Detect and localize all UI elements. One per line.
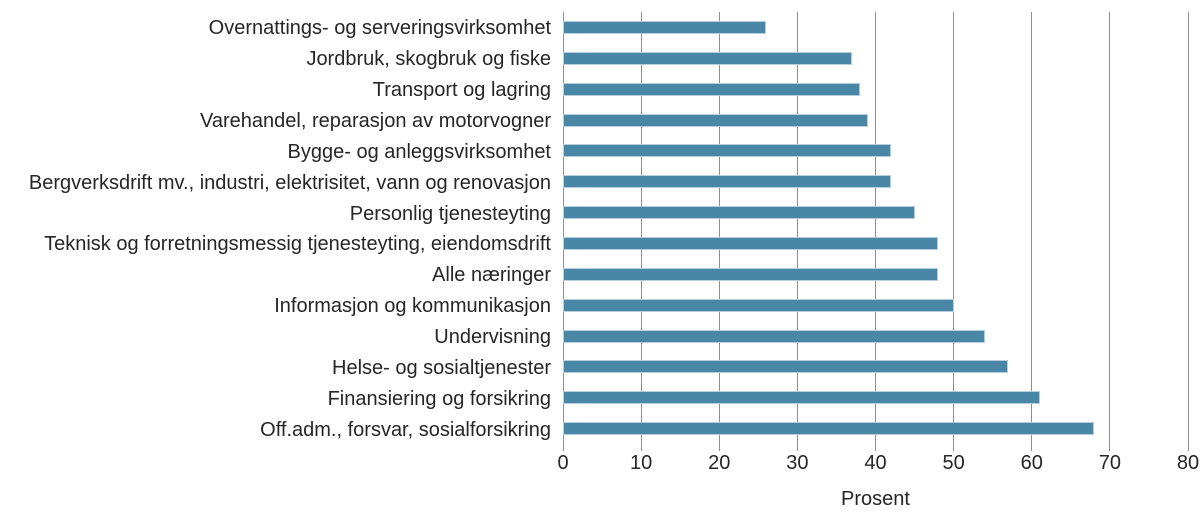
gridline [718, 12, 720, 444]
x-tick-label: 20 [708, 452, 731, 474]
x-tick-mark [1031, 444, 1033, 451]
category-label: Teknisk og forretningsmessig tjenesteyti… [44, 233, 551, 256]
category-label: Alle næringer [432, 264, 551, 287]
gridline [562, 12, 564, 444]
x-tick-mark [875, 444, 876, 451]
bar [563, 206, 915, 220]
category-label: Transport og lagring [372, 79, 551, 102]
category-label: Informasjon og kommunikasjon [274, 295, 551, 318]
category-label: Finansiering og forsikring [327, 387, 551, 410]
bar [563, 144, 892, 158]
category-label: Off.adm., forsvar, sosialforsikring [260, 418, 551, 441]
category-label: Jordbruk, skogbruk og fiske [306, 48, 551, 71]
category-label: Helse- og sosialtjenester [332, 356, 551, 379]
category-label: Bygge- og anleggsvirksomhet [287, 140, 551, 163]
bar [563, 329, 985, 343]
bar [563, 82, 860, 96]
x-tick-label: 30 [786, 452, 809, 474]
plot-area [562, 12, 1189, 444]
x-tick-label: 70 [1098, 452, 1121, 474]
x-tick-label: 80 [1176, 452, 1200, 474]
x-tick-label: 50 [942, 452, 965, 474]
bar [563, 360, 1009, 374]
x-tick-label: 60 [1020, 452, 1043, 474]
bar [563, 391, 1040, 405]
bar [563, 51, 853, 65]
bar [563, 175, 892, 189]
x-axis-title: Prosent [841, 488, 910, 510]
gridline [1031, 12, 1033, 444]
category-label: Personlig tjenesteyting [349, 202, 551, 225]
x-tick-mark [953, 444, 955, 451]
category-label: Overnattings- og serveringsvirksomhet [208, 17, 551, 40]
x-tick-label: 40 [864, 452, 887, 474]
gridline [796, 12, 798, 444]
bar [563, 113, 868, 127]
category-label: Bergverksdrift mv., industri, elektrisit… [28, 171, 551, 194]
x-tick-mark [562, 444, 564, 451]
category-label: Undervisning [434, 326, 551, 348]
x-tick-label: 10 [630, 452, 653, 474]
x-tick-label: 0 [557, 452, 569, 474]
gridline [1187, 12, 1189, 444]
x-tick-mark [1109, 444, 1111, 451]
x-tick-mark [1187, 444, 1189, 451]
gridline [953, 12, 955, 444]
gridline [640, 12, 642, 444]
bar [563, 267, 938, 281]
x-tick-mark [796, 444, 798, 451]
bar [563, 298, 954, 312]
bar [563, 20, 767, 34]
x-tick-mark [640, 444, 642, 451]
category-axis-labels: Overnattings- og serveringsvirksomhet Jor… [0, 12, 551, 444]
x-tick-mark [718, 444, 720, 451]
category-label: Varehandel, reparasjon av motorvogner [200, 110, 551, 132]
bar [563, 236, 938, 250]
bar [563, 422, 1095, 436]
gridline [875, 12, 876, 444]
gridline [1109, 12, 1111, 444]
